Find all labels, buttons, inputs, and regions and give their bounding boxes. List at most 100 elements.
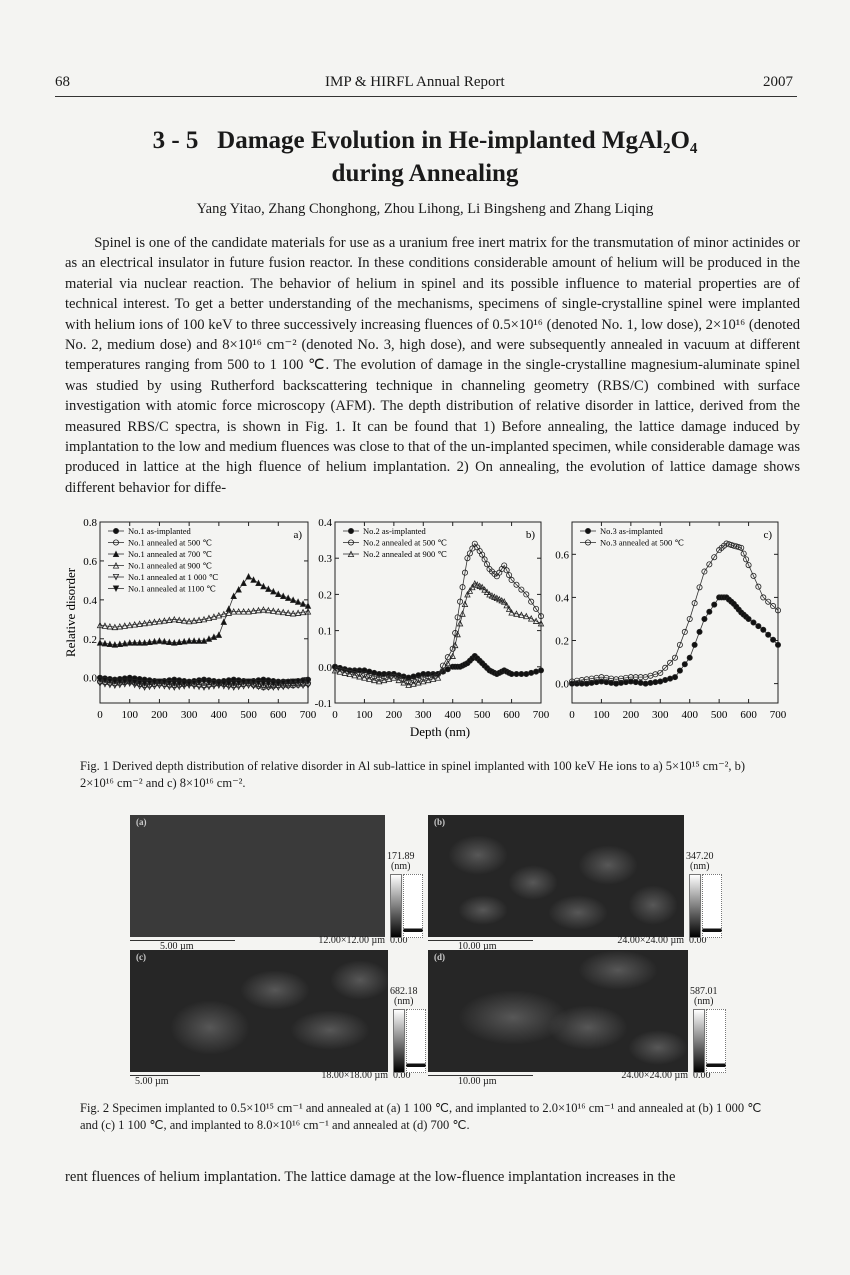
scale-bar-label: 10.00 µm xyxy=(458,1076,497,1087)
z-min-label: 0.00 xyxy=(693,1070,711,1081)
series-3: No.2 annealed at 900 ℃ xyxy=(331,549,545,688)
data-point xyxy=(528,598,535,605)
y-tick-label: 0.6 xyxy=(83,556,97,568)
data-point xyxy=(449,652,456,659)
data-point xyxy=(478,583,486,591)
title-line-1: 3 - 5 Damage Evolution in He-implanted M… xyxy=(152,127,698,154)
y-tick-label: -0.1 xyxy=(315,698,332,710)
data-point xyxy=(131,621,138,628)
data-point xyxy=(210,679,218,687)
data-point xyxy=(691,600,698,607)
data-point xyxy=(200,637,208,644)
z-max-label: 682.18 xyxy=(390,986,418,997)
data-point xyxy=(454,614,461,621)
data-point xyxy=(760,626,767,633)
scale-bar xyxy=(428,1075,533,1076)
data-point xyxy=(245,678,252,686)
y-tick-label: 0.0 xyxy=(555,679,569,691)
x-tick-label: 0 xyxy=(569,709,575,721)
data-point xyxy=(662,677,669,684)
x-tick-label: 400 xyxy=(211,709,228,721)
data-point xyxy=(775,641,782,648)
legend-entry: No.1 annealed at 1100 ℃ xyxy=(128,584,216,594)
data-point xyxy=(523,612,530,620)
data-point xyxy=(131,679,138,686)
data-point xyxy=(116,622,124,630)
data-point xyxy=(356,672,363,680)
x-tick-label: 100 xyxy=(121,709,138,721)
x-axis-label: Depth (nm) xyxy=(410,724,470,739)
data-point xyxy=(459,610,466,617)
height-histogram xyxy=(706,1009,726,1073)
data-point xyxy=(215,611,223,619)
x-tick-label: 500 xyxy=(711,709,728,721)
data-point xyxy=(225,680,233,688)
data-point xyxy=(706,608,713,615)
y-tick-label: 0.2 xyxy=(318,589,332,601)
legend-marker xyxy=(112,574,120,581)
data-point xyxy=(200,678,208,686)
journal-name: IMP & HIRFL Annual Report xyxy=(325,74,505,90)
data-point xyxy=(270,587,277,595)
data-point xyxy=(180,637,188,645)
data-point xyxy=(175,616,183,623)
data-point xyxy=(760,594,767,601)
data-point xyxy=(190,617,198,624)
data-point xyxy=(240,608,247,615)
color-scale-bar xyxy=(390,874,402,938)
data-point xyxy=(765,631,772,638)
figure-2-caption: Fig. 2 Specimen implanted to 0.5×10¹⁵ cm… xyxy=(80,1101,762,1132)
data-point xyxy=(533,668,540,675)
data-point xyxy=(513,671,520,678)
x-tick-label: 200 xyxy=(623,709,640,721)
scale-bar-label: 5.00 µm xyxy=(135,1076,169,1087)
data-point xyxy=(410,680,417,687)
x-tick-label: 500 xyxy=(240,709,257,721)
data-point xyxy=(121,678,129,686)
scale-bar xyxy=(428,940,533,941)
z-unit-label: (nm) xyxy=(391,861,411,872)
legend-marker xyxy=(112,550,120,557)
z-max-label: 171.89 xyxy=(387,851,415,862)
scan-size: 24.00×24.00 µm xyxy=(621,1070,688,1081)
x-tick-label: 300 xyxy=(181,709,198,721)
data-point xyxy=(245,573,252,580)
z-unit-label: (nm) xyxy=(690,861,710,872)
data-point xyxy=(676,667,683,674)
y-tick-label: 0.4 xyxy=(318,517,332,529)
data-point xyxy=(304,608,312,615)
panel-label: b) xyxy=(526,529,536,541)
data-point xyxy=(667,675,674,682)
article-title: 3 - 5 Damage Evolution in He-implanted M… xyxy=(60,124,790,190)
surface-feature xyxy=(458,895,508,925)
data-point xyxy=(126,639,133,646)
data-point xyxy=(483,588,491,595)
data-point xyxy=(279,679,287,687)
legend-entry: No.3 as-implanted xyxy=(600,526,664,536)
data-point xyxy=(141,680,148,688)
data-point xyxy=(711,601,718,608)
legend-marker xyxy=(112,585,120,592)
data-point xyxy=(672,674,679,681)
series-6: No.1 annealed at 1100 ℃ xyxy=(96,584,312,688)
data-point xyxy=(255,606,262,614)
data-point xyxy=(270,680,277,688)
data-point xyxy=(171,615,178,623)
data-point xyxy=(180,617,188,624)
data-point xyxy=(96,639,104,646)
legend-marker xyxy=(347,527,354,534)
data-point xyxy=(740,550,747,557)
surface-feature xyxy=(548,1005,628,1050)
data-point xyxy=(180,680,188,688)
scan-size: 12.00×12.00 µm xyxy=(318,935,385,946)
data-point xyxy=(400,675,407,682)
data-point xyxy=(518,586,525,593)
data-point xyxy=(405,681,412,688)
data-point xyxy=(696,584,703,591)
series-line xyxy=(99,609,309,628)
data-point xyxy=(528,669,535,676)
surface-feature xyxy=(240,970,310,1010)
data-point xyxy=(230,608,237,615)
data-point xyxy=(299,600,307,607)
data-point xyxy=(210,613,218,620)
